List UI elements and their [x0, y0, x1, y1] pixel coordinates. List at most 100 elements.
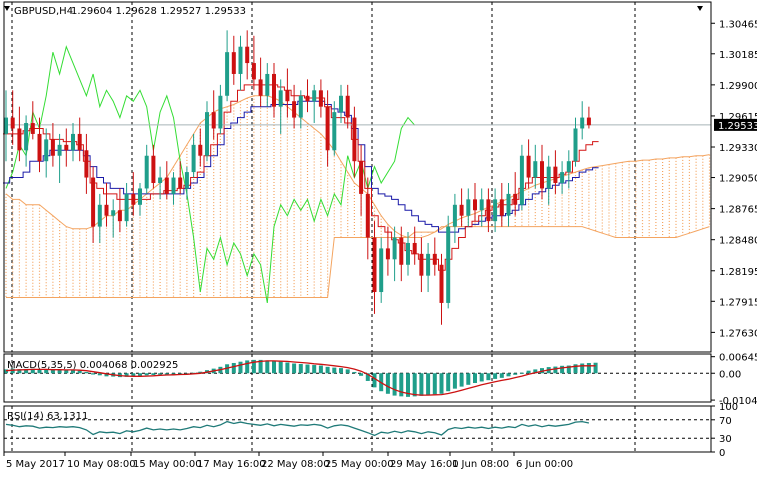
candle-body [506, 193, 511, 216]
candle-body [97, 204, 102, 227]
chikou-span [5, 45, 416, 303]
macd-bar [459, 373, 464, 387]
macd-bar [84, 371, 89, 374]
candle-body [265, 73, 270, 96]
symbol-label: GBPUSD,H4 [14, 6, 73, 17]
candle-body [372, 237, 377, 293]
candle-body [64, 144, 69, 151]
macd-bar [446, 373, 451, 392]
candle-body [131, 193, 136, 205]
price-tick-label: 1.30185 [719, 50, 757, 61]
rsi-panel: RSI(14) 63.1311 [4, 411, 711, 439]
candle-body [439, 264, 444, 303]
candle-body [138, 188, 142, 205]
macd-bar [104, 373, 109, 377]
candle-body [57, 144, 62, 156]
candle-body [298, 95, 303, 118]
candle-body [332, 112, 337, 151]
macd-bar [77, 370, 82, 374]
macd-bar [553, 366, 558, 374]
candle-body [164, 177, 169, 194]
current-price-tag [714, 118, 757, 131]
macd-bar [198, 371, 203, 374]
current-price-label: 1.29533 [718, 121, 757, 132]
macd-bar [178, 373, 183, 375]
candle-body [526, 155, 531, 178]
price-tick-label: 1.28195 [719, 267, 757, 278]
candle-body [71, 133, 75, 151]
rsi-tick-label: 70 [719, 416, 732, 427]
candle-body [50, 139, 55, 156]
macd-tick-label: -0.010453 [719, 396, 757, 407]
macd-bar [339, 368, 343, 374]
senkou-span-a [5, 95, 710, 238]
candle-body [486, 199, 491, 222]
macd-bar [439, 373, 444, 394]
rsi-line [5, 420, 590, 437]
candle-body [419, 253, 424, 276]
candle-body [452, 204, 457, 227]
candle-body [4, 117, 8, 134]
macd-bar [493, 373, 498, 379]
candle-body [540, 161, 544, 189]
candle-body [144, 155, 149, 189]
macd-bar [158, 373, 163, 375]
panel-frame [3, 1, 712, 353]
candles [4, 30, 591, 325]
candle-body [44, 139, 49, 162]
candle-body [151, 155, 156, 183]
macd-bar [506, 373, 511, 377]
ichimoku-cloud [5, 95, 711, 298]
time-tick-label: 29 May 16:00 [390, 459, 459, 470]
candle-body [553, 166, 558, 183]
candle-body [352, 117, 357, 162]
macd-bar [318, 365, 323, 374]
candle-body [312, 90, 317, 102]
candle-body [392, 237, 397, 260]
macd-panel: MACD(5,35,5) 0.004068 0.002925 [4, 359, 711, 397]
candle-body [292, 101, 297, 118]
rsi-tick-label: 0 [719, 448, 725, 459]
candle-body [318, 90, 323, 107]
macd-bar [526, 370, 531, 374]
macd-bar [560, 365, 565, 374]
macd-bar [37, 369, 42, 374]
macd-bar [432, 373, 437, 395]
candle-body [111, 210, 116, 216]
macd-bar [466, 373, 471, 385]
price-tick-label: 1.29900 [719, 81, 757, 92]
macd-bar [24, 368, 29, 374]
macd-bar [285, 362, 290, 374]
candle-body [198, 144, 203, 156]
candle-body [104, 204, 109, 216]
price-tick-label: 1.29330 [719, 143, 757, 154]
macd-bar [71, 370, 75, 374]
time-tick-label: 22 May 08:00 [261, 459, 330, 470]
macd-bar [305, 364, 310, 374]
time-tick-label: 25 May 00:00 [325, 459, 394, 470]
indicator-lines [3, 45, 711, 303]
macd-bar [64, 369, 69, 374]
macd-bar [97, 373, 102, 376]
macd-bar [385, 373, 390, 394]
rsi-tick-label: 30 [719, 434, 732, 445]
candle-body [91, 177, 96, 227]
panel-frame [3, 353, 712, 403]
candle-body [385, 248, 390, 260]
candle-body [211, 112, 216, 129]
candle-body [586, 117, 591, 126]
candle-body [406, 242, 410, 265]
candle-body [459, 204, 464, 216]
price-tick-label: 1.29615 [719, 112, 757, 123]
macd-bar [57, 369, 62, 374]
macd-bar [151, 373, 156, 376]
macd-bar [91, 373, 96, 375]
macd-bar [359, 373, 364, 376]
candle-body [305, 95, 310, 102]
macd-bar [352, 371, 357, 374]
macd-bar [44, 369, 49, 374]
candle-body [184, 172, 189, 189]
